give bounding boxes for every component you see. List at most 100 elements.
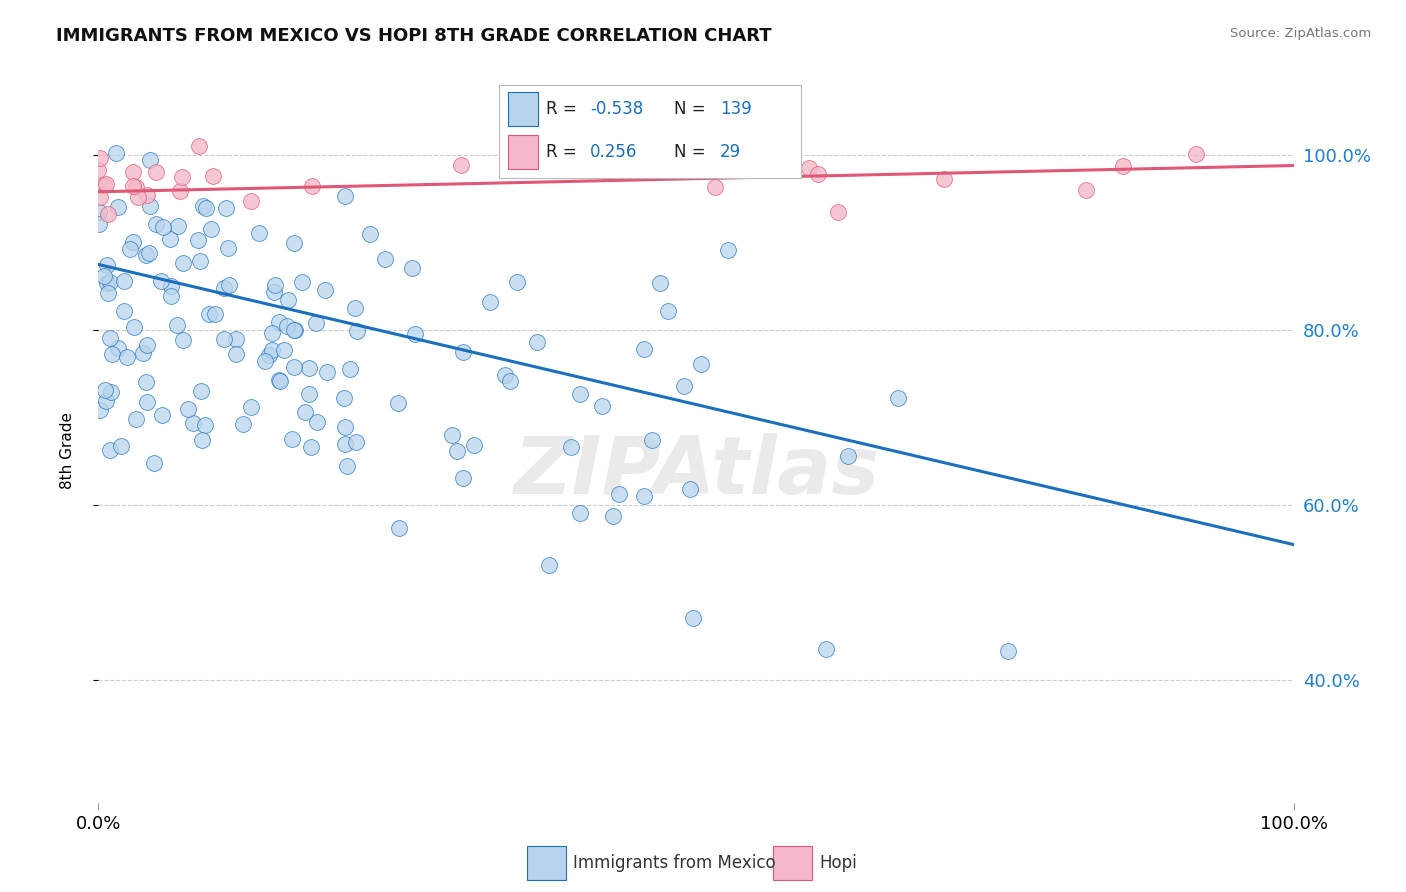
- Point: [273, 343, 295, 358]
- Point: [193, 199, 215, 213]
- Point: [294, 405, 316, 419]
- Point: [167, 219, 190, 234]
- Point: [198, 307, 221, 321]
- Point: [440, 427, 463, 442]
- Point: [499, 374, 522, 388]
- Point: [89, 151, 111, 165]
- Point: [260, 326, 283, 340]
- Text: -0.538: -0.538: [591, 100, 643, 118]
- Point: [87, 204, 110, 219]
- Point: [259, 348, 281, 362]
- Point: [240, 400, 263, 414]
- Point: [240, 194, 263, 208]
- Point: [89, 217, 111, 231]
- Point: [124, 411, 146, 425]
- Point: [932, 171, 955, 186]
- Point: [139, 199, 162, 213]
- Point: [145, 165, 167, 179]
- Point: [145, 217, 167, 231]
- Text: R =: R =: [546, 100, 582, 118]
- Point: [609, 486, 631, 500]
- Point: [122, 319, 145, 334]
- Point: [247, 226, 270, 240]
- Point: [159, 232, 181, 246]
- Point: [181, 417, 204, 431]
- Point: [94, 383, 117, 397]
- Point: [121, 235, 143, 249]
- Point: [689, 357, 711, 371]
- Point: [98, 442, 121, 457]
- Point: [93, 178, 115, 192]
- Point: [98, 275, 121, 289]
- Point: [672, 379, 695, 393]
- Point: [1112, 159, 1135, 173]
- Point: [333, 420, 356, 434]
- Point: [262, 343, 284, 358]
- Point: [283, 236, 305, 251]
- Point: [263, 285, 285, 300]
- Point: [276, 318, 298, 333]
- Text: 29: 29: [720, 144, 741, 161]
- Point: [253, 354, 276, 368]
- Point: [132, 346, 155, 360]
- Point: [494, 368, 516, 383]
- Point: [191, 433, 214, 447]
- Point: [657, 303, 679, 318]
- Point: [283, 323, 305, 337]
- Point: [703, 179, 725, 194]
- Point: [463, 438, 485, 452]
- Point: [105, 145, 128, 160]
- Point: [97, 286, 120, 301]
- Point: [96, 276, 118, 290]
- Point: [280, 432, 302, 446]
- Point: [107, 341, 129, 355]
- Point: [827, 205, 849, 219]
- Point: [138, 246, 160, 260]
- Point: [815, 642, 838, 657]
- Point: [837, 450, 859, 464]
- Point: [359, 227, 381, 242]
- Point: [217, 242, 239, 256]
- Point: [200, 221, 222, 235]
- Point: [122, 179, 145, 194]
- Point: [212, 332, 235, 346]
- Point: [122, 165, 145, 179]
- Point: [215, 201, 238, 215]
- Point: [159, 278, 181, 293]
- Point: [679, 482, 702, 496]
- Point: [339, 362, 361, 376]
- Point: [188, 139, 211, 153]
- Point: [94, 177, 117, 191]
- Y-axis label: 8th Grade: 8th Grade: [60, 412, 75, 489]
- Text: 0.256: 0.256: [591, 144, 637, 161]
- Point: [596, 166, 619, 180]
- Point: [187, 233, 209, 247]
- Point: [225, 347, 247, 361]
- Point: [115, 350, 138, 364]
- Point: [214, 280, 236, 294]
- Point: [284, 323, 307, 337]
- Point: [269, 374, 291, 388]
- Point: [997, 644, 1019, 658]
- Point: [225, 332, 247, 346]
- Point: [195, 202, 218, 216]
- Point: [633, 342, 655, 356]
- Point: [218, 278, 240, 293]
- Point: [299, 441, 322, 455]
- Point: [87, 163, 110, 178]
- Bar: [527, 846, 565, 880]
- Point: [160, 289, 183, 303]
- Point: [166, 318, 188, 333]
- Point: [307, 415, 329, 429]
- Text: N =: N =: [675, 144, 711, 161]
- Point: [479, 294, 502, 309]
- Point: [344, 301, 367, 315]
- Point: [112, 273, 135, 287]
- Point: [283, 359, 305, 374]
- Point: [568, 506, 591, 520]
- Point: [202, 169, 225, 183]
- Point: [682, 611, 704, 625]
- Point: [172, 169, 194, 184]
- Point: [150, 408, 173, 422]
- Point: [887, 391, 910, 405]
